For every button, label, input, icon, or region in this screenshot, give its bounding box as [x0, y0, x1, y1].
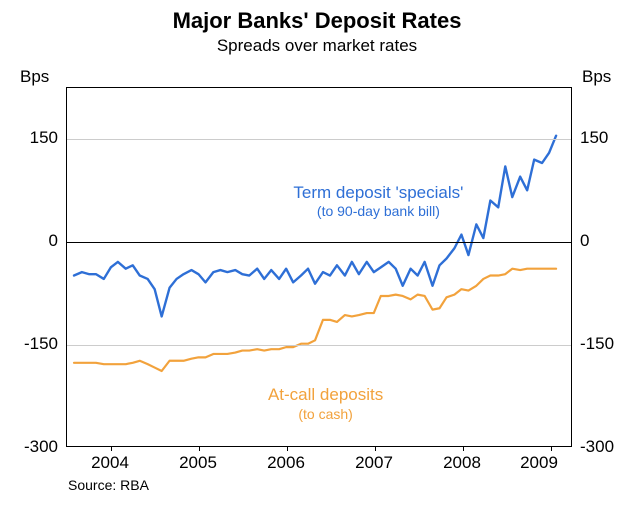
source-text: Source: RBA [68, 477, 149, 493]
ytick-left: 150 [0, 128, 58, 148]
ytick-right: 0 [580, 231, 589, 251]
xtick-mark [375, 446, 376, 451]
ytick-right: 150 [580, 128, 608, 148]
zero-line [67, 242, 571, 243]
y-axis-label-right: Bps [582, 67, 611, 87]
xtick-mark [111, 446, 112, 451]
xtick-label: 2005 [179, 453, 217, 473]
gridline [67, 345, 571, 346]
xtick-label: 2004 [91, 453, 129, 473]
y-axis-label-left: Bps [20, 67, 49, 87]
series-label-term_deposit_specials: Term deposit 'specials'(to 90-day bank b… [293, 183, 463, 219]
ytick-left: 0 [0, 231, 58, 251]
chart-subtitle: Spreads over market rates [0, 36, 634, 56]
ytick-right: -300 [580, 437, 614, 457]
xtick-label: 2006 [267, 453, 305, 473]
ytick-left: -150 [0, 334, 58, 354]
gridline [67, 139, 571, 140]
ytick-right: -150 [580, 334, 614, 354]
ytick-left: -300 [0, 437, 58, 457]
chart-title: Major Banks' Deposit Rates [0, 8, 634, 34]
series-label-at_call_deposits: At-call deposits (to cash) [268, 385, 383, 421]
series-line-term_deposit_specials [74, 136, 556, 317]
xtick-mark [199, 446, 200, 451]
xtick-mark [463, 446, 464, 451]
series-label-sub: (to cash) [268, 406, 383, 422]
xtick-label: 2007 [355, 453, 393, 473]
series-label-sub: (to 90-day bank bill) [293, 203, 463, 219]
series-label-main: Term deposit 'specials' [293, 183, 463, 202]
xtick-label: 2009 [520, 453, 558, 473]
xtick-label: 2008 [443, 453, 481, 473]
xtick-mark [551, 446, 552, 451]
xtick-mark [287, 446, 288, 451]
deposit-rates-chart: Major Banks' Deposit Rates Spreads over … [0, 0, 634, 508]
series-label-main: At-call deposits [268, 385, 383, 404]
